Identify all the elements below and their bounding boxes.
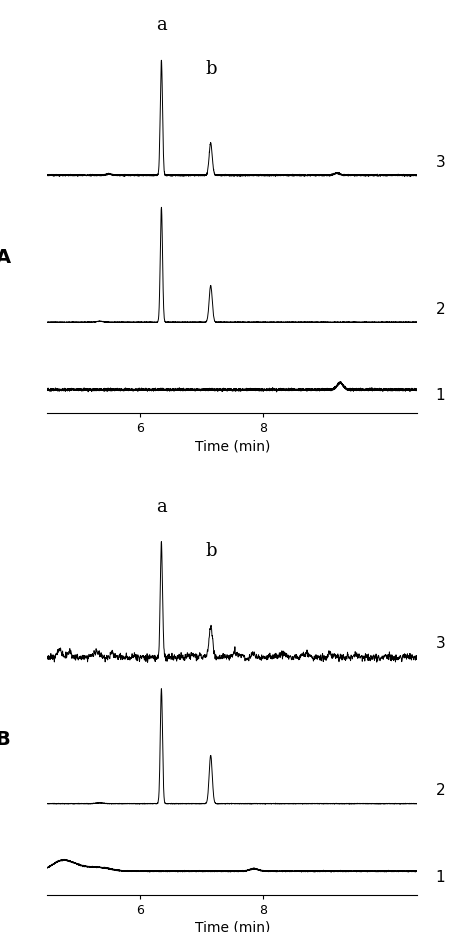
Text: B: B (0, 730, 10, 748)
Text: 2: 2 (436, 783, 445, 798)
Text: b: b (205, 541, 217, 560)
Text: A: A (0, 249, 10, 267)
X-axis label: Time (min): Time (min) (194, 440, 270, 454)
Text: b: b (205, 61, 217, 78)
Text: 1: 1 (436, 389, 445, 404)
Text: a: a (156, 17, 167, 34)
X-axis label: Time (min): Time (min) (194, 921, 270, 932)
Text: a: a (156, 498, 167, 515)
Text: 3: 3 (436, 155, 446, 170)
Text: 1: 1 (436, 870, 445, 884)
Text: 3: 3 (436, 637, 446, 651)
Text: 2: 2 (436, 302, 445, 317)
